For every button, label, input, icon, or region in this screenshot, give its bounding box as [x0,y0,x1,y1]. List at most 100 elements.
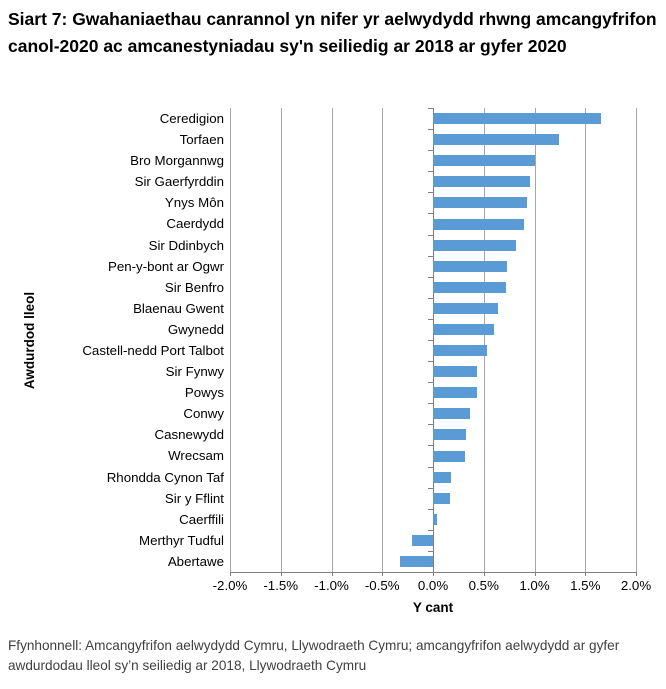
bar [433,113,602,125]
bar [433,387,477,399]
x-tick-label: -0.5% [364,578,400,593]
gridline [382,108,384,572]
gridline [636,108,637,572]
x-tick-label: 2.0% [620,578,652,593]
category-tick [428,382,433,383]
category-label: Gwynedd [167,321,224,337]
x-axis-tick [534,572,536,576]
y-axis-label-wrap: Awdurdod lleol [20,108,40,572]
source-note: Ffynhonnell: Amcangyfrifon aelwydydd Cym… [8,638,620,673]
category-tick [428,319,433,320]
category-label: Sir Gaerfyrddin [134,174,224,190]
gridline [483,108,485,572]
bar [433,366,477,378]
x-axis-tick [585,572,587,576]
category-label: Caerdydd [166,216,224,232]
category-tick [428,171,433,172]
x-axis-title: Y cant [412,600,454,615]
x-axis-ticks: -2.0% -1.5% -1.0% -0.5% 0.0% 0.5% 1.0% 1.5% 2.0% [213,578,652,594]
category-tick [428,340,433,341]
category-tick [428,192,433,193]
category-tick [428,361,433,362]
category-label: Abertawe [167,553,224,569]
gridline [230,108,231,572]
category-label: Merthyr Tudful [139,532,224,548]
category-label: Conwy [183,406,224,422]
bar [433,429,467,441]
x-axis-tick [382,572,384,576]
x-tick-label: 0.0% [417,578,449,593]
x-axis-tick [483,572,485,576]
y-axis-label: Awdurdod lleol [22,291,38,389]
category-label: Sir Benfro [164,279,224,295]
bar [433,302,498,314]
category-label: Sir y Fflint [164,490,224,506]
category-tick [428,256,433,257]
x-tick-label: -1.0% [314,578,349,593]
category-label: Bro Morgannwg [130,153,224,169]
category-tick [428,235,433,236]
category-label: Castell-nedd Port Talbot [82,343,224,359]
category-tick [428,445,433,446]
category-label: Pen-y-bont ar Ogwr [107,258,224,274]
bar [433,513,438,525]
category-tick [428,108,433,109]
category-label: Sir Ddinbych [148,237,224,253]
x-tick-label: 1.5% [570,578,601,593]
category-tick [428,488,433,489]
category-label: Ceredigion [159,111,224,127]
category-tick [428,467,433,468]
gridline [534,108,536,572]
category-tick [428,509,433,510]
bar [433,134,559,146]
category-tick [428,277,433,278]
x-tick-label: 0.5% [468,578,499,593]
x-axis-tick [280,572,282,576]
category-tick [428,213,433,214]
category-label: Rhondda Cynon Taf [106,469,224,485]
chart-title: Siart 7: Gwahaniaethau canrannol yn nife… [8,9,657,56]
category-label: Casnewydd [154,427,224,443]
bar [433,260,508,272]
category-tick [428,403,433,404]
x-tick-label: -1.5% [263,578,299,593]
bar [411,534,433,546]
x-tick-label: -2.0% [212,578,248,593]
bar [433,176,531,188]
category-label: Caerffili [179,511,224,527]
category-tick [428,424,433,425]
bar [433,408,470,420]
x-axis-tick [636,572,637,576]
category-label: Ynys Môn [164,195,224,211]
gridline [280,108,282,572]
category-label: Sir Fynwy [165,364,224,380]
bar [433,197,528,209]
category-labels: Ceredigion Torfaen Bro Morgannwg Sir Gaerfy… [40,108,224,572]
category-tick [428,530,433,531]
category-label: Blaenau Gwent [133,300,224,316]
category-tick [428,551,433,552]
gridline [331,108,333,572]
x-axis-tick [331,572,333,576]
bar [433,471,452,483]
bar [433,281,507,293]
bar [433,218,525,230]
bar [433,323,494,335]
x-axis-tick [433,572,434,576]
category-label: Wrecsam [168,448,224,464]
category-tick [428,129,433,130]
zero-axis-line [433,108,434,572]
x-tick-label: 1.0% [519,578,550,593]
category-tick [428,150,433,151]
bar [433,345,487,357]
bar [433,492,451,504]
bar [399,555,433,567]
category-label: Powys [184,385,224,401]
category-label: Torfaen [179,132,224,148]
gridline [585,108,587,572]
bar [433,239,517,251]
bar [433,450,466,462]
x-axis-tick [230,572,231,576]
bar [433,155,535,167]
